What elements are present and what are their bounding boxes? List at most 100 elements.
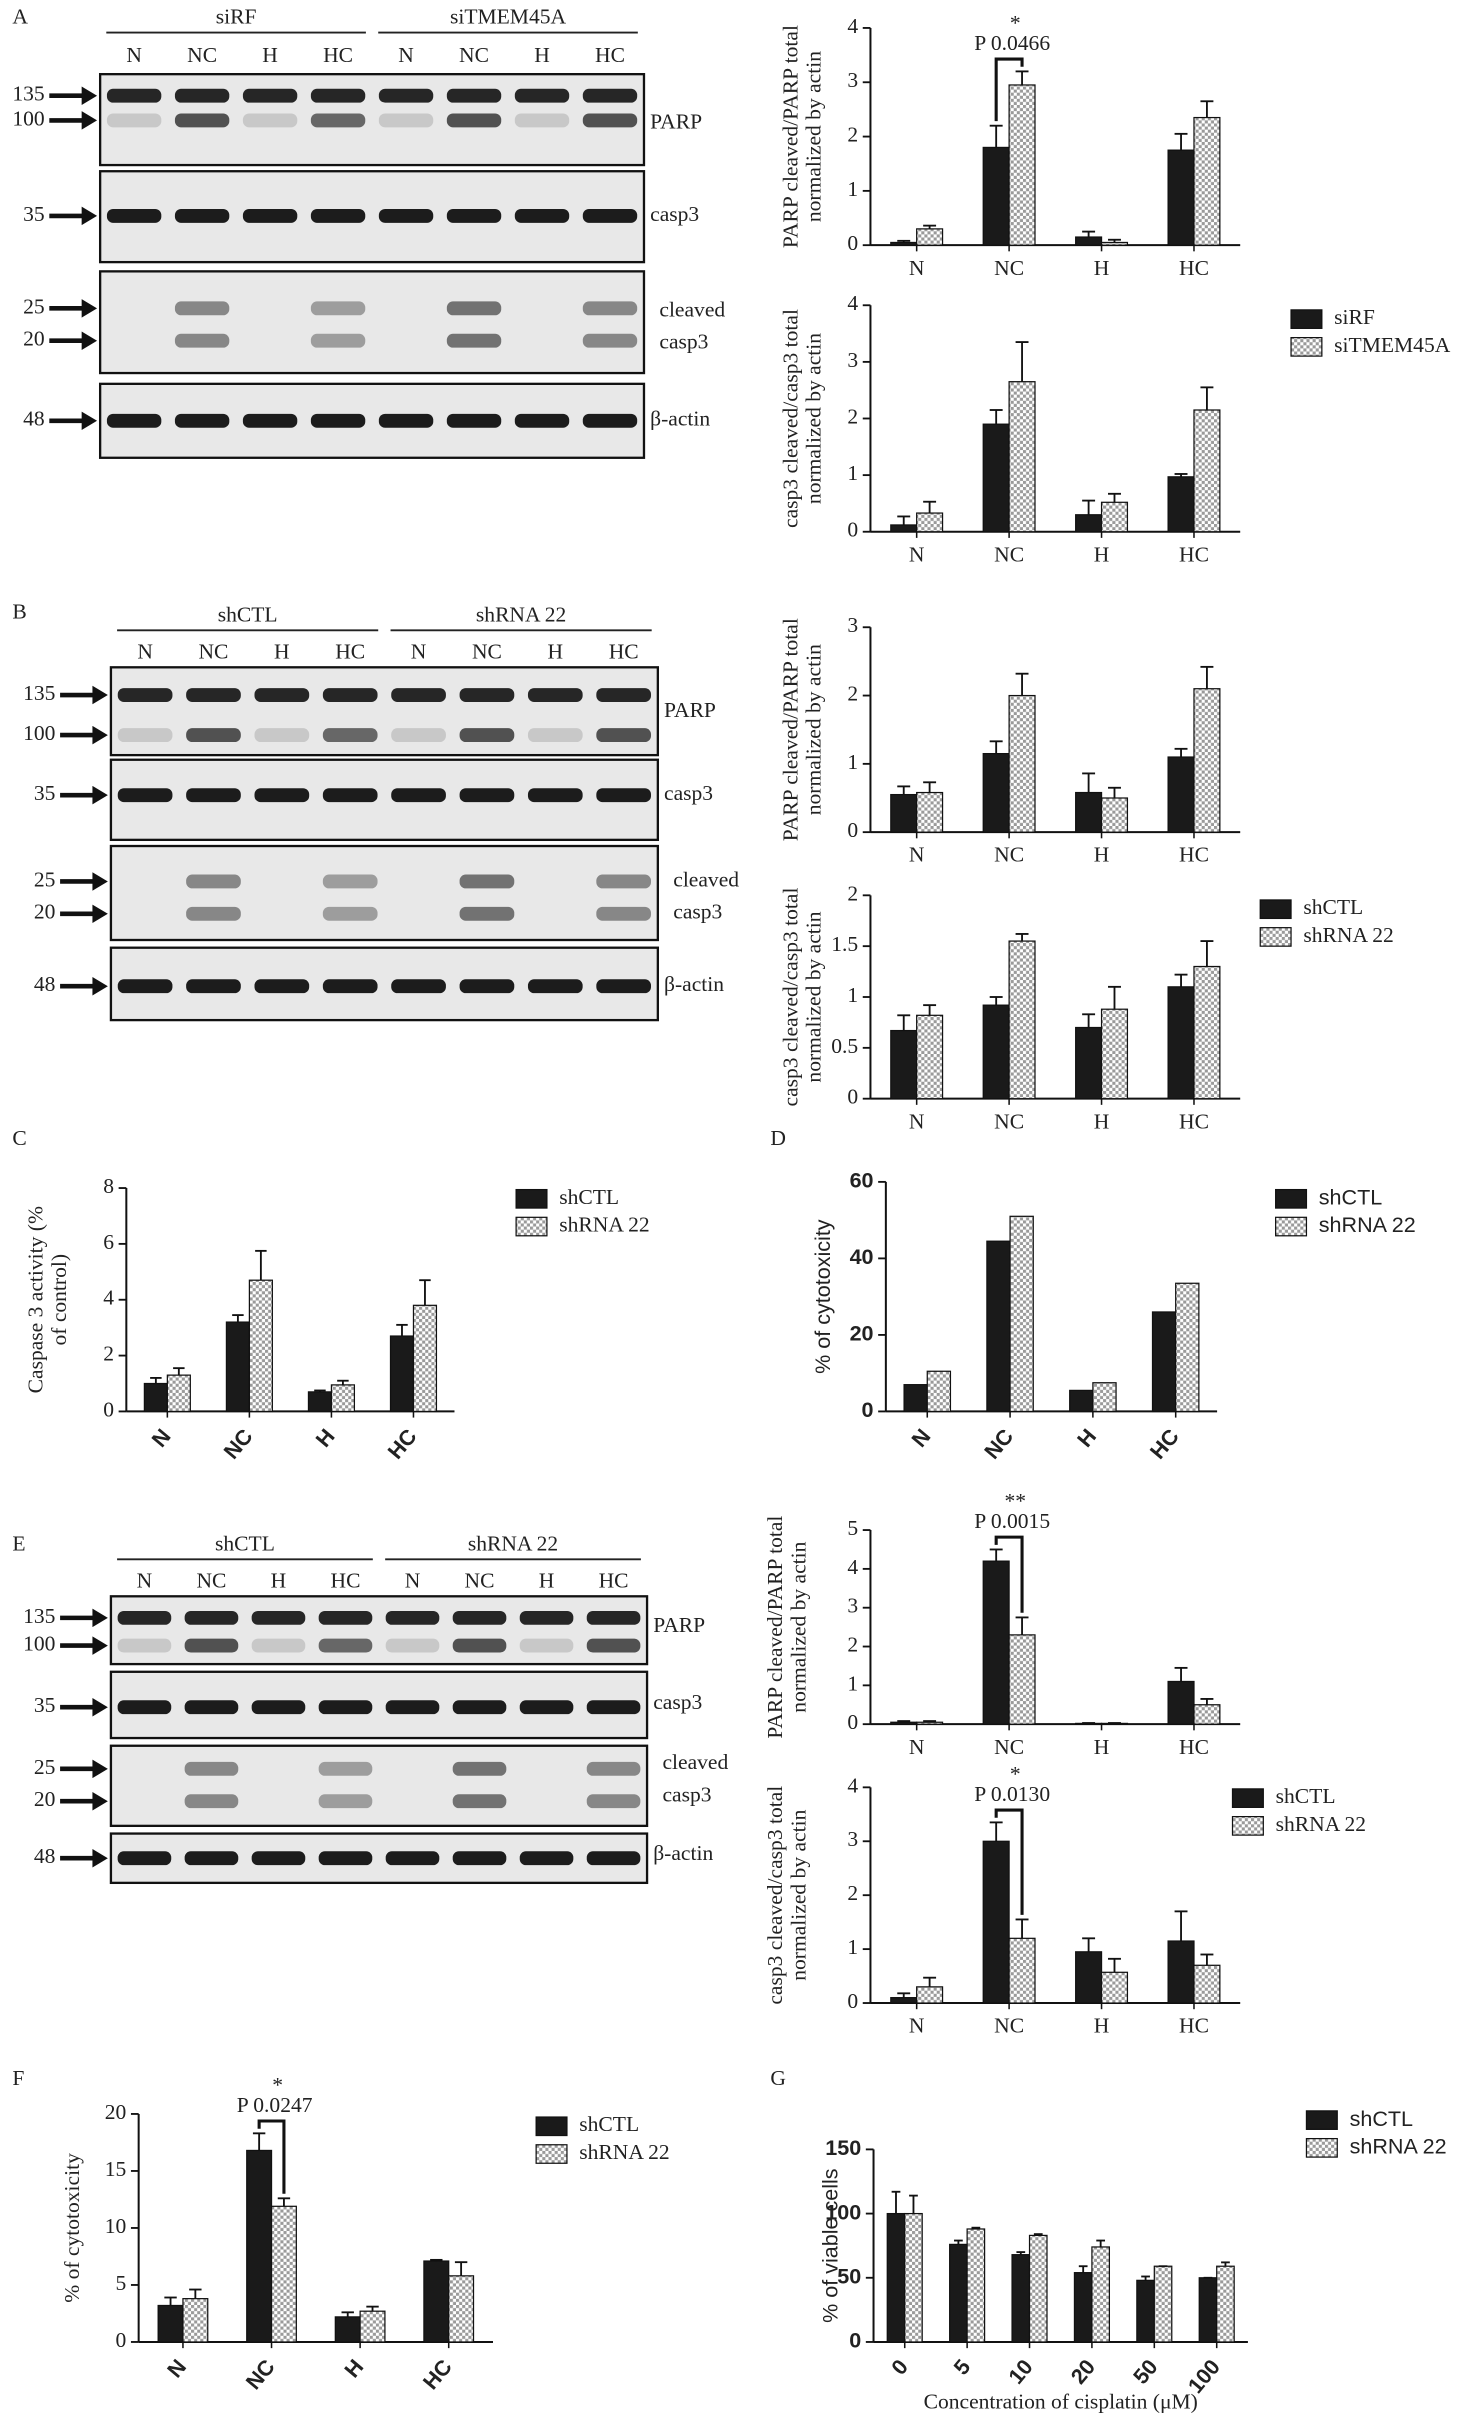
bar	[246, 2149, 273, 2343]
blot-box	[109, 844, 660, 942]
y-tick-label: 15	[105, 2157, 127, 2181]
band	[596, 728, 652, 743]
bar	[916, 512, 944, 533]
significance-stars: *	[272, 2073, 283, 2097]
band	[452, 1700, 507, 1715]
error-bar	[150, 1376, 162, 1384]
bar	[1167, 149, 1195, 246]
error-bar	[1015, 70, 1029, 85]
band	[322, 979, 378, 994]
row-label: casp3	[650, 202, 699, 226]
band	[318, 1794, 373, 1809]
p-value: P 0.0247	[237, 2093, 313, 2117]
lane-label: NC	[472, 639, 502, 663]
legend-label: siTMEM45A	[1334, 333, 1451, 357]
lane-label: HC	[595, 43, 625, 67]
y-tick-label: 50	[837, 2263, 861, 2288]
error-bar	[1015, 341, 1029, 382]
y-axis-label: Caspase 3 activity (%	[24, 1206, 48, 1393]
x-tick-label: N	[909, 1735, 925, 1759]
band	[519, 1638, 574, 1653]
legend-swatch	[515, 1188, 548, 1209]
band	[582, 113, 638, 128]
bar	[307, 1391, 333, 1413]
band	[385, 1700, 440, 1715]
marker-arrowhead	[92, 785, 108, 805]
lane-label: H	[271, 1568, 287, 1592]
band	[514, 88, 570, 103]
marker-arrowhead	[92, 1848, 108, 1868]
y-tick-label: 1	[847, 1935, 858, 1959]
band	[117, 1851, 172, 1866]
row-label: cleaved	[673, 867, 739, 891]
significance-bracket	[994, 1535, 1024, 1613]
bar	[1075, 1951, 1103, 2004]
band	[322, 688, 378, 702]
lane-label: HC	[331, 1568, 361, 1592]
y-tick-label: 8	[103, 1174, 114, 1198]
band	[378, 88, 434, 103]
bar	[182, 2298, 209, 2343]
error-bar	[989, 124, 1003, 148]
band	[242, 88, 298, 103]
legend-label: shRNA 22	[1276, 1812, 1366, 1836]
chart: 0 1 2 3 4 5 PARP cleaved/PARP total normalized …	[763, 1489, 1241, 1759]
panel-letter: E	[12, 1531, 25, 1555]
lane-label: N	[405, 1568, 421, 1592]
y-tick-label: 0	[847, 231, 858, 255]
band	[596, 788, 652, 803]
lane-label: N	[137, 639, 153, 663]
bar	[904, 2212, 923, 2343]
y-axis-label: of control)	[47, 1254, 71, 1346]
y-tick-label: 1	[847, 983, 858, 1007]
lane-label: NC	[459, 43, 489, 67]
band	[186, 874, 241, 889]
legend-swatch	[1305, 2110, 1338, 2130]
bar	[949, 2243, 968, 2343]
bar	[916, 1721, 944, 1725]
bar	[270, 2205, 297, 2343]
error-bar	[1096, 2239, 1106, 2247]
x-tick-label: HC	[1179, 542, 1209, 566]
band	[186, 906, 241, 921]
band	[251, 1851, 306, 1866]
row-label: casp3	[673, 900, 722, 924]
bar	[334, 2316, 361, 2343]
bar	[1193, 1704, 1221, 1725]
bar	[982, 1004, 1010, 1100]
lane-label: NC	[199, 639, 229, 663]
error-bar	[989, 996, 1003, 1006]
error-bar	[252, 2132, 266, 2151]
error-bar	[897, 239, 911, 243]
blot-group-label: siTMEM45A	[450, 5, 567, 29]
band	[452, 1794, 507, 1809]
bar	[448, 2275, 475, 2343]
x-tick-label: N	[909, 843, 925, 867]
bar	[157, 2304, 184, 2343]
lane-label: N	[411, 639, 427, 663]
bar	[1167, 476, 1195, 533]
lane-label: H	[534, 43, 550, 67]
band	[459, 788, 515, 803]
y-tick-label: 0	[847, 1989, 858, 2013]
bar	[1075, 1026, 1103, 1100]
row-label: β-actin	[653, 1841, 713, 1865]
p-value: P 0.0130	[974, 1782, 1050, 1806]
lane-label: H	[262, 43, 278, 67]
bar	[1075, 514, 1103, 533]
error-bar	[1108, 238, 1121, 243]
band	[174, 113, 230, 128]
band	[322, 788, 378, 803]
marker-label: 100	[12, 106, 44, 130]
bar	[1193, 965, 1221, 1100]
marker-label: 48	[23, 407, 45, 431]
y-axis-label: PARP cleaved/PARP total	[779, 618, 803, 841]
bar	[1008, 1634, 1036, 1725]
band	[446, 208, 502, 223]
bar	[1175, 1282, 1200, 1413]
y-tick-label: 3	[847, 1594, 858, 1618]
error-bar	[923, 1976, 937, 1987]
band	[514, 208, 570, 223]
y-axis-label: casp3 cleaved/casp3 total	[779, 309, 803, 528]
legend-swatch	[1259, 927, 1292, 947]
